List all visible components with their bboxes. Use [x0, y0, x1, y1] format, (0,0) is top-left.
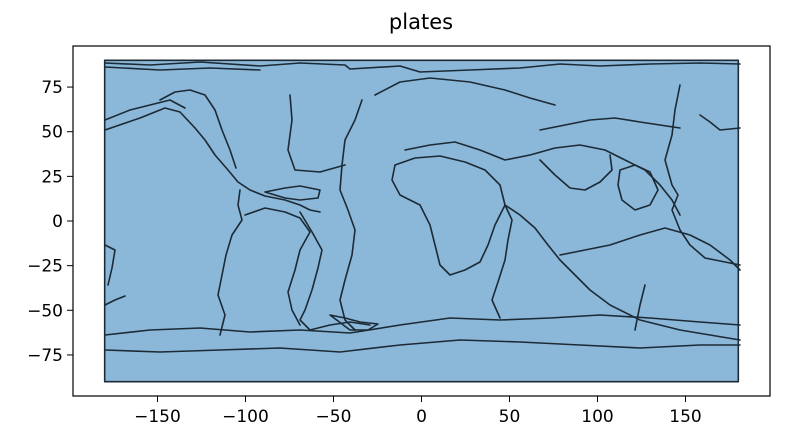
plate-boundary [104, 295, 126, 306]
plate-boundary [159, 89, 237, 169]
plate-boundary [104, 244, 116, 286]
plate-boundary [104, 339, 741, 353]
plate-boundary [104, 314, 741, 336]
x-tick-label: 0 [416, 407, 427, 427]
plate-boundaries [104, 61, 741, 353]
y-tick-label: −25 [27, 257, 63, 277]
plate-boundary [329, 314, 379, 331]
plate-fill [103, 59, 740, 383]
plate-boundary [287, 94, 346, 173]
plate-boundary [339, 99, 363, 331]
x-tick-label: −150 [134, 407, 181, 427]
plate-boundary [264, 185, 321, 201]
x-tick-label: 100 [581, 407, 613, 427]
x-tick-label: 150 [669, 407, 701, 427]
plate-boundary [504, 204, 741, 341]
x-axis: −150 −100 −50 0 50 100 150 [134, 396, 702, 427]
plate-boundary [104, 66, 261, 71]
plate-boundary [299, 211, 371, 331]
plate-boundary [491, 204, 513, 319]
plates-map: −150 −100 −50 0 50 100 150 75 50 25 0 −25 −50 −75 [27, 45, 771, 427]
chart-title: plates [388, 10, 454, 34]
plate-boundary [617, 164, 659, 211]
plate-boundary [104, 61, 741, 73]
plate-boundary [404, 141, 681, 216]
plate-boundary [634, 284, 646, 331]
y-axis: 75 50 25 0 −25 −50 −75 [27, 78, 73, 366]
plate-boundary [539, 154, 613, 191]
plate-boundary [374, 77, 556, 106]
y-tick-label: 25 [41, 167, 63, 187]
x-tick-label: −50 [316, 407, 352, 427]
plate-boundary [244, 207, 311, 326]
plate-boundary [699, 114, 741, 131]
plate-boundary [559, 227, 741, 271]
y-tick-label: −50 [27, 301, 63, 321]
plate-boundary [217, 189, 243, 336]
plate-boundary [104, 107, 321, 213]
plate-boundary [104, 99, 186, 121]
plate-boundary [539, 117, 681, 131]
plate-boundary [664, 84, 741, 266]
y-tick-label: 75 [41, 78, 63, 98]
x-tick-label: −100 [222, 407, 269, 427]
plate-boundary [391, 155, 506, 276]
y-tick-label: 50 [41, 123, 63, 143]
y-tick-label: −75 [27, 346, 63, 366]
y-tick-label: 0 [52, 212, 63, 232]
x-tick-label: 50 [499, 407, 521, 427]
